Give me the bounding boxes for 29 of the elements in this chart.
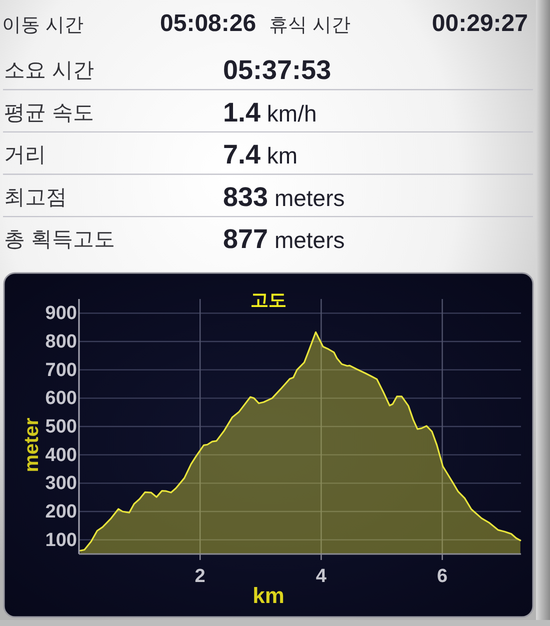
text: 소요 시간	[4, 59, 94, 82]
chart-title: 고도	[250, 290, 286, 310]
x-tick-label: 6	[437, 566, 448, 587]
text: 평균 속도	[4, 101, 94, 124]
x-tick-label: 4	[316, 566, 327, 587]
text: 1.4 km/h	[223, 97, 317, 128]
text: 최고점	[4, 186, 67, 209]
y-tick-label: 900	[45, 302, 77, 324]
text: 05:37:53	[223, 55, 332, 85]
text: 7.4 km	[223, 140, 298, 170]
text: 휴식 시간	[269, 15, 350, 36]
y-tick-label: 400	[45, 444, 77, 466]
text: 05:08:26	[160, 10, 256, 37]
y-tick-label: 100	[45, 529, 77, 550]
y-tick-label: 300	[45, 472, 77, 494]
y-tick-label: 700	[45, 359, 77, 380]
text: 00:29:27	[432, 10, 528, 37]
y-tick-label: 500	[45, 416, 77, 437]
text: 총 획득고도	[4, 228, 115, 252]
x-axis-title: km	[252, 583, 284, 608]
y-tick-label: 800	[45, 331, 77, 352]
x-tick-label: 2	[194, 566, 206, 587]
text: 이동 시간	[2, 15, 84, 36]
text: 거리	[4, 144, 46, 167]
y-tick-label: 200	[45, 501, 77, 522]
text: 877 meters	[223, 224, 345, 254]
text: 833 meters	[223, 182, 345, 212]
y-tick-label: 600	[45, 388, 77, 409]
y-axis-title: meter	[21, 418, 43, 472]
